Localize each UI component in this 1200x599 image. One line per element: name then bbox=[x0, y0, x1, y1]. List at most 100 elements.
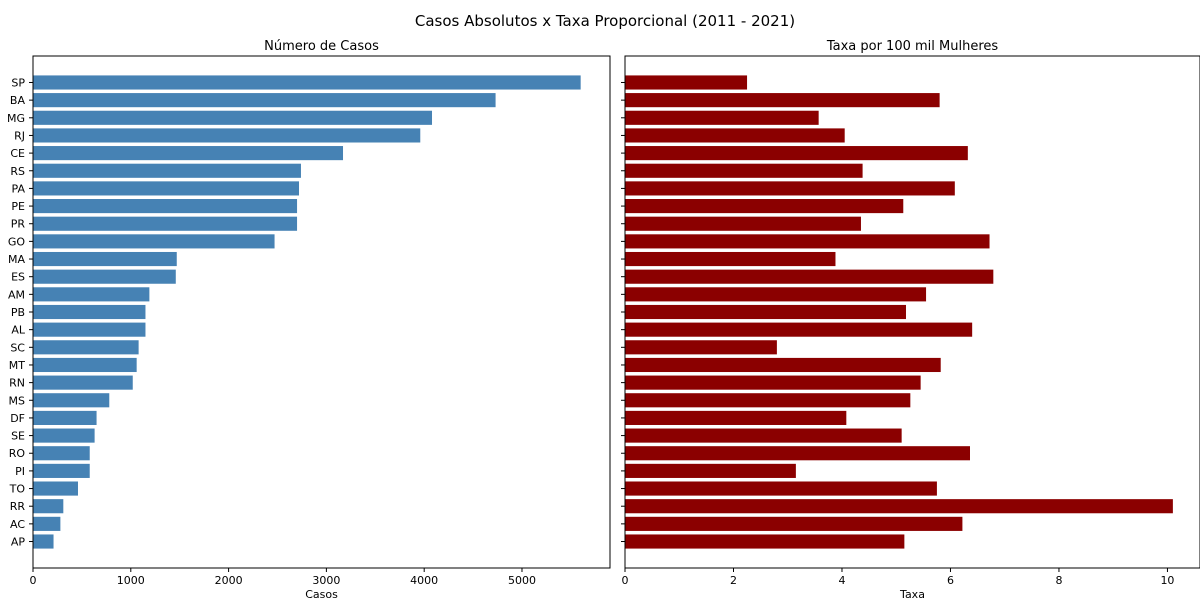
rate-bar-es bbox=[625, 269, 994, 284]
rate-xtick-label: 4 bbox=[838, 574, 845, 587]
cases-ytick-label-es: ES bbox=[11, 271, 25, 284]
cases-ytick-label-rj: RJ bbox=[14, 129, 25, 142]
rate-bar-sc bbox=[625, 340, 777, 355]
cases-ytick-label-ba: BA bbox=[10, 94, 26, 107]
cases-ytick-label-mt: MT bbox=[9, 359, 25, 372]
rate-bar-sp bbox=[625, 75, 748, 90]
rate-bar-ce bbox=[625, 146, 968, 161]
cases-xtick-label: 3000 bbox=[312, 574, 340, 587]
cases-bar-pb bbox=[33, 304, 146, 320]
cases-ytick-label-pb: PB bbox=[11, 306, 25, 319]
rate-bar-rr bbox=[625, 499, 1173, 514]
rate-bar-mt bbox=[625, 357, 941, 373]
cases-ytick-label-mg: MG bbox=[7, 112, 25, 125]
rate-xtick-label: 0 bbox=[622, 574, 629, 587]
cases-xtick-label: 2000 bbox=[215, 574, 243, 587]
cases-bar-ac bbox=[33, 516, 61, 531]
cases-bar-rn bbox=[33, 375, 133, 390]
rate-bar-ap bbox=[625, 534, 905, 549]
cases-ytick-label-df: DF bbox=[10, 412, 25, 425]
rate-bar-pi bbox=[625, 463, 796, 478]
figure-title: Casos Absolutos x Taxa Proporcional (201… bbox=[415, 12, 795, 30]
cases-ytick-label-pe: PE bbox=[11, 200, 25, 213]
cases-ytick-label-pr: PR bbox=[11, 218, 26, 231]
rate-bar-pr bbox=[625, 216, 861, 231]
cases-bar-ce bbox=[33, 146, 344, 161]
cases-bar-ba bbox=[33, 93, 496, 108]
cases-bar-al bbox=[33, 322, 146, 337]
cases-ytick-label-rr: RR bbox=[10, 500, 26, 513]
cases-bar-rs bbox=[33, 163, 301, 178]
cases-bar-pa bbox=[33, 181, 300, 196]
cases-ytick-label-ce: CE bbox=[10, 147, 25, 160]
cases-bar-ap bbox=[33, 534, 54, 549]
cases-ytick-label-al: AL bbox=[11, 324, 26, 337]
cases-xtick-label: 4000 bbox=[410, 574, 438, 587]
rate-bar-pe bbox=[625, 199, 904, 214]
cases-ytick-label-se: SE bbox=[11, 430, 25, 443]
cases-bar-es bbox=[33, 269, 176, 284]
rate-bar-rs bbox=[625, 163, 863, 178]
rate-xtick-label: 6 bbox=[947, 574, 954, 587]
rate-bar-pb bbox=[625, 304, 906, 320]
cases-xtick-label: 0 bbox=[30, 574, 37, 587]
rate-bar-ro bbox=[625, 446, 970, 461]
rate-bar-pa bbox=[625, 181, 955, 196]
rate-xtick-label: 8 bbox=[1055, 574, 1062, 587]
rate-bar-rj bbox=[625, 128, 845, 143]
cases-xtick-label: 1000 bbox=[117, 574, 145, 587]
cases-ytick-label-ms: MS bbox=[9, 394, 25, 407]
rate-chart-title: Taxa por 100 mil Mulheres bbox=[826, 39, 999, 54]
cases-bar-ro bbox=[33, 446, 90, 461]
cases-bar-go bbox=[33, 234, 275, 249]
rate-bar-ba bbox=[625, 93, 940, 108]
cases-ytick-label-rs: RS bbox=[10, 165, 25, 178]
cases-bar-pr bbox=[33, 216, 298, 231]
cases-bar-rj bbox=[33, 128, 421, 143]
cases-ytick-label-pa: PA bbox=[12, 182, 26, 195]
cases-ytick-label-sp: SP bbox=[11, 76, 25, 89]
cases-chart-title: Número de Casos bbox=[264, 39, 379, 54]
rate-bar-am bbox=[625, 287, 927, 302]
cases-ytick-label-am: AM bbox=[8, 288, 25, 301]
cases-axes-frame bbox=[32, 55, 611, 569]
rate-bar-to bbox=[625, 481, 937, 496]
cases-bar-mg bbox=[33, 110, 433, 125]
cases-ytick-label-ac: AC bbox=[10, 518, 25, 531]
chart-rate: Taxa por 100 mil Mulheres 0 2 4 6 8 10 Taxa bbox=[621, 39, 1200, 599]
cases-bar-sp bbox=[33, 75, 581, 90]
cases-bar-ms bbox=[33, 393, 110, 408]
cases-bar-rr bbox=[33, 499, 64, 514]
cases-ytick-label-rn: RN bbox=[9, 377, 25, 390]
cases-xaxis-label: Casos bbox=[305, 588, 338, 599]
cases-bar-pi bbox=[33, 463, 90, 478]
cases-bar-pe bbox=[33, 199, 298, 214]
rate-bar-df bbox=[625, 410, 847, 425]
rate-bar-se bbox=[625, 428, 902, 443]
cases-bar-df bbox=[33, 410, 97, 425]
cases-ytick-label-sc: SC bbox=[10, 341, 25, 354]
cases-bar-am bbox=[33, 287, 150, 302]
cases-bar-mt bbox=[33, 357, 137, 373]
rate-axes-frame bbox=[624, 55, 1200, 569]
rate-bar-go bbox=[625, 234, 990, 249]
cases-bar-sc bbox=[33, 340, 139, 355]
rate-xaxis-label: Taxa bbox=[899, 588, 925, 599]
cases-ytick-label-ap: AP bbox=[11, 536, 26, 549]
cases-ytick-label-to: TO bbox=[9, 483, 26, 496]
rate-xtick-label: 10 bbox=[1160, 574, 1174, 587]
cases-ytick-label-ro: RO bbox=[9, 447, 26, 460]
cases-bar-to bbox=[33, 481, 78, 496]
chart-cases: Número de Casos SP BA MG RJ CE RS PA PE PR GO MA ES A… bbox=[7, 39, 611, 599]
rate-bar-rn bbox=[625, 375, 921, 390]
rate-xtick-label: 2 bbox=[730, 574, 737, 587]
cases-bar-se bbox=[33, 428, 95, 443]
cases-ytick-label-ma: MA bbox=[8, 253, 25, 266]
rate-bar-ac bbox=[625, 516, 963, 531]
rate-bar-ma bbox=[625, 251, 836, 267]
rate-bar-ms bbox=[625, 393, 911, 408]
cases-xtick-label: 5000 bbox=[508, 574, 536, 587]
cases-ytick-label-go: GO bbox=[8, 235, 26, 248]
cases-bar-ma bbox=[33, 251, 177, 267]
